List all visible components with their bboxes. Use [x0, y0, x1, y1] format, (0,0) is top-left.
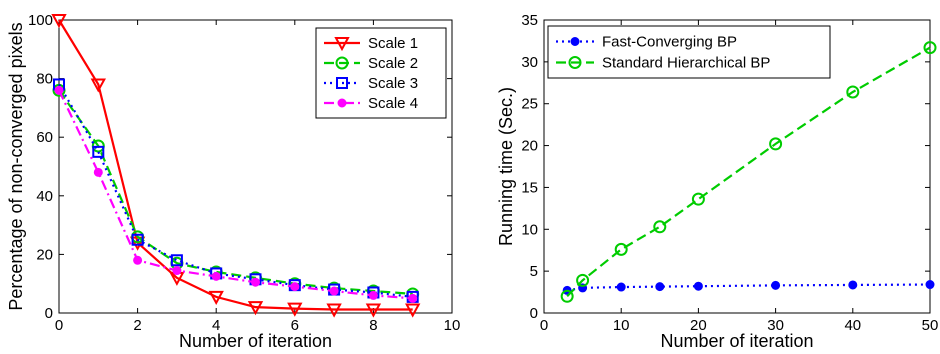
data-point: [408, 293, 418, 303]
data-point: [92, 145, 105, 158]
legend-marker: [336, 77, 348, 89]
y-tick-label: 10: [521, 221, 538, 238]
data-point: [326, 303, 342, 318]
series-line: [566, 46, 931, 298]
series-line: [58, 19, 413, 311]
data-point: [925, 280, 935, 290]
legend-label: Scale 3: [368, 75, 418, 92]
data-point: [769, 137, 783, 151]
data-point: [693, 281, 703, 291]
x-tick-label: 0: [55, 317, 63, 334]
data-point: [560, 289, 574, 303]
data-point: [131, 233, 144, 246]
legend-label: Standard Hierarchical BP: [602, 55, 770, 72]
data-point: [329, 286, 339, 296]
series-line: [58, 83, 413, 298]
data-point: [211, 271, 221, 281]
data-point: [172, 266, 182, 276]
data-point: [771, 280, 781, 290]
x-tick-label: 30: [767, 317, 784, 334]
y-tick-label: 35: [521, 12, 538, 29]
legend-box: [547, 25, 831, 79]
legend-label: Scale 1: [368, 35, 418, 52]
y-axis-label: Percentage of non-converged pixels: [6, 22, 26, 310]
data-point: [133, 255, 143, 265]
legend-label: Scale 2: [368, 55, 418, 72]
data-point: [251, 277, 260, 287]
x-axis-label: Number of iteration: [179, 331, 332, 351]
y-tick-label: 25: [521, 96, 538, 113]
data-point: [846, 85, 860, 99]
y-tick-label: 80: [36, 71, 53, 88]
y-tick-label: 15: [521, 179, 538, 196]
legend-marker: [570, 37, 580, 46]
data-point: [848, 280, 858, 290]
series-line: [58, 89, 413, 296]
y-tick-label: 60: [36, 129, 53, 146]
series-fast-converging-bp: [562, 280, 935, 295]
data-point: [247, 301, 264, 316]
data-point: [368, 290, 378, 300]
series-standard-hierarchical-bp: [560, 41, 937, 303]
data-point: [691, 192, 705, 206]
series-scale-4: [54, 85, 418, 303]
data-point: [287, 302, 303, 317]
data-point: [655, 282, 665, 292]
data-point: [616, 282, 626, 292]
x-tick-label: 10: [613, 317, 630, 334]
y-axis-label: Running time (Sec.): [496, 87, 516, 246]
y-tick-label: 0: [45, 305, 53, 322]
data-point: [208, 290, 224, 305]
data-point: [51, 14, 67, 29]
data-point: [54, 85, 64, 95]
y-tick-label: 20: [36, 246, 53, 263]
x-tick-label: 6: [291, 317, 299, 334]
x-tick-label: 0: [540, 317, 548, 334]
data-point: [170, 254, 183, 267]
plot-frame: [543, 19, 931, 314]
legend-label: Scale 4: [368, 95, 418, 112]
x-tick-label: 20: [690, 317, 707, 334]
data-point: [90, 78, 106, 93]
data-point: [614, 242, 628, 256]
y-tick-label: 0: [530, 305, 538, 322]
data-point: [290, 282, 300, 292]
legend-label: Fast-Converging BP: [602, 34, 737, 51]
data-point: [576, 273, 590, 287]
x-tick-label: 2: [133, 317, 141, 334]
y-tick-label: 20: [521, 138, 538, 155]
data-point: [405, 303, 421, 318]
data-point: [365, 303, 382, 318]
data-point: [93, 167, 103, 177]
x-tick-label: 50: [922, 317, 939, 334]
x-tick-label: 8: [369, 317, 377, 334]
data-point: [653, 220, 667, 234]
legend-marker: [334, 37, 350, 52]
y-tick-label: 40: [36, 188, 53, 205]
y-tick-label: 30: [521, 54, 538, 71]
y-tick-label: 100: [28, 12, 53, 29]
legend-marker: [335, 56, 349, 70]
legend: Scale 1 Scale 2 Scale 3 Scale 4: [315, 27, 447, 119]
x-axis-label: Number of iteration: [660, 331, 813, 351]
legend-marker: [337, 98, 347, 108]
y-tick-label: 5: [530, 263, 538, 280]
series-line: [58, 89, 413, 300]
legend: Fast-Converging BP Standard Hierarchical …: [547, 25, 831, 79]
x-tick-label: 4: [212, 317, 220, 334]
x-tick-label: 40: [844, 317, 861, 334]
chart-right-running-time: 0 10 20 30 40 50 0 5 10 15 20 25 30 35 Number of itera…: [496, 12, 938, 351]
x-tick-label: 10: [444, 317, 461, 334]
legend-marker: [568, 56, 582, 69]
data-point: [923, 41, 937, 55]
